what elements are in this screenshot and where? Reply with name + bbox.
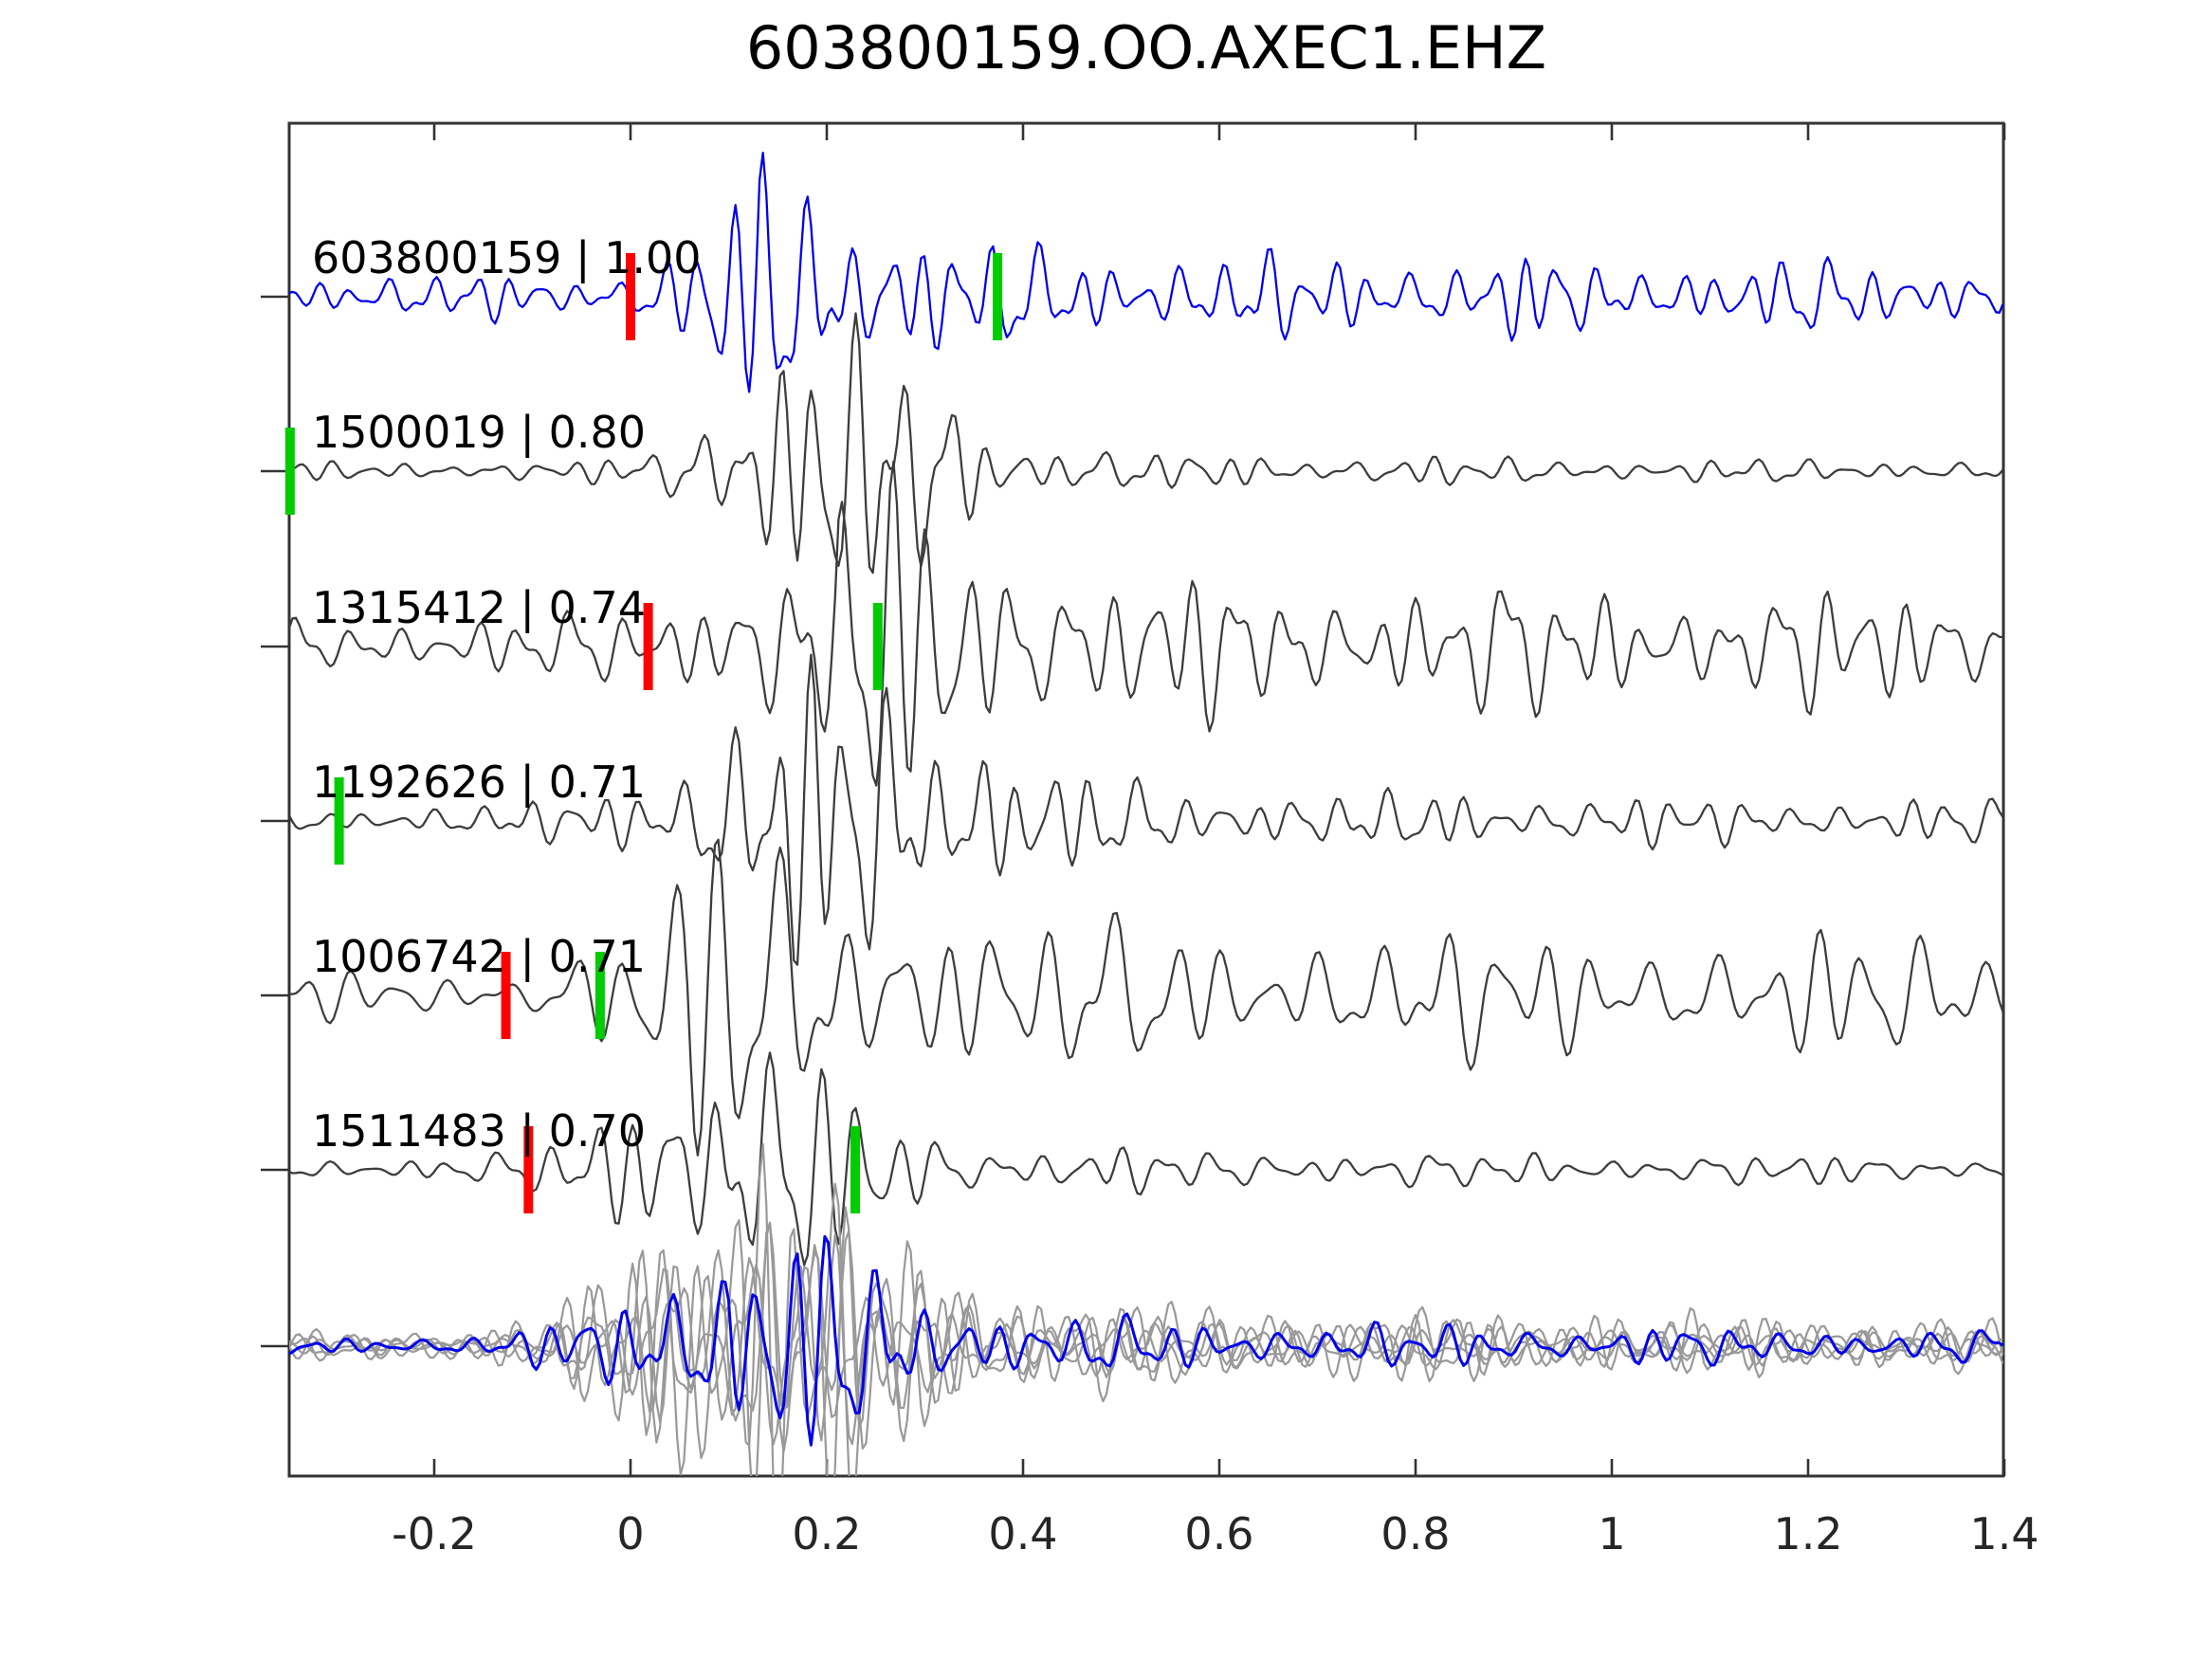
x-tick-label: 0: [616, 1508, 644, 1559]
x-tick-label: 0.2: [792, 1508, 861, 1559]
plot-title: 603800159.OO.AXEC1.EHZ: [746, 13, 1546, 82]
waveform-603800159: [289, 152, 2003, 393]
pick-marker-green-1315412: [872, 603, 883, 690]
x-tick-label: 0.8: [1380, 1508, 1450, 1559]
axes-layer: -0.2 0 0.2 0.4 0.6 0.8 1 1.2 1.4: [261, 121, 2039, 1559]
pick-marker-green-1006742: [594, 952, 605, 1039]
x-tick-label: 1: [1598, 1508, 1625, 1559]
pick-layer: [284, 253, 1003, 1213]
trace-label-603800159: 603800159 | 1.00: [312, 232, 702, 284]
x-tick-label: 1.4: [1969, 1508, 2038, 1559]
trace-label-1511483: 1511483 | 0.70: [312, 1105, 646, 1158]
waveform-1006742: [289, 838, 2003, 1157]
waveform-1192626: [289, 653, 2003, 966]
x-tick-label: 1.2: [1773, 1508, 1842, 1559]
stack-gray-trace: [289, 1206, 2003, 1476]
trace-label-1006742: 1006742 | 0.71: [312, 931, 646, 983]
pick-marker-green-603800159: [993, 253, 1003, 340]
waveform-1315412: [289, 460, 2003, 787]
trace-label-1192626: 1192626 | 0.71: [312, 757, 646, 809]
x-tick-label: -0.2: [392, 1508, 477, 1559]
label-layer: 603800159 | 1.00 1500019 | 0.80 1315412 | …: [312, 232, 702, 1158]
stack-template-trace: [289, 1234, 2003, 1447]
pick-marker-green-1511483: [850, 1126, 861, 1213]
pick-marker-red-1315412: [643, 603, 653, 690]
pick-marker-red-1511483: [523, 1126, 534, 1213]
trace-label-1500019: 1500019 | 0.80: [312, 407, 646, 459]
x-tick-label: 0.4: [988, 1508, 1057, 1559]
stack-gray-trace: [289, 1142, 2003, 1476]
pick-marker-green-1500019: [284, 428, 295, 515]
plot-box: [287, 121, 2005, 1478]
x-tick-label: 0.6: [1184, 1508, 1253, 1559]
pick-marker-green-1192626: [334, 777, 344, 865]
trace-layer: [289, 152, 2003, 1476]
waveform-1500019: [289, 312, 2003, 574]
pick-marker-red-603800159: [626, 253, 635, 340]
pick-marker-red-1006742: [501, 952, 511, 1039]
waveform-1511483: [289, 1051, 2003, 1267]
trace-label-1315412: 1315412 | 0.74: [312, 582, 646, 634]
